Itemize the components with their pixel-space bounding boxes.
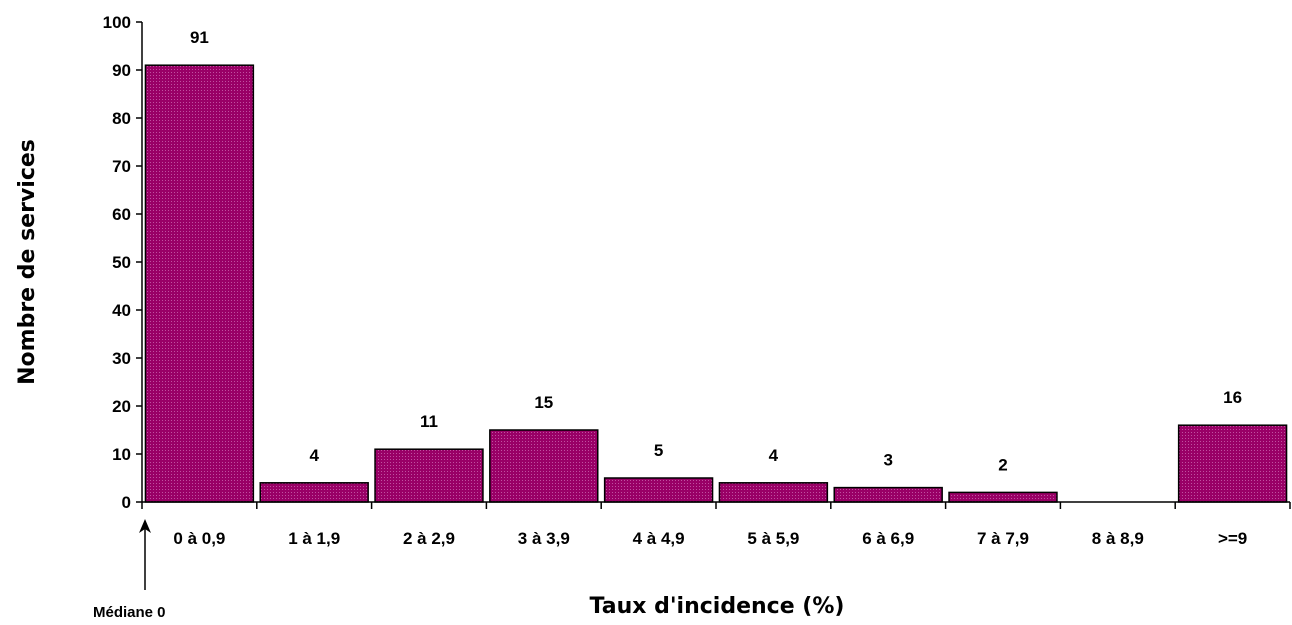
data-label: 5	[654, 441, 663, 460]
y-tick-label: 70	[112, 157, 131, 176]
x-tick-label: 6 à 6,9	[862, 529, 914, 548]
bar	[948, 491, 1058, 503]
data-label: 3	[883, 451, 892, 470]
bar	[1177, 424, 1288, 503]
x-tick-label: 3 à 3,9	[518, 529, 570, 548]
bar	[259, 482, 369, 503]
y-tick-label: 20	[112, 397, 131, 416]
x-tick-label: 2 à 2,9	[403, 529, 455, 548]
data-label: 11	[420, 412, 438, 431]
x-tick-label: 5 à 5,9	[747, 529, 799, 548]
bar	[603, 477, 714, 503]
y-tick-label: 40	[112, 301, 131, 320]
y-tick-label: 10	[112, 445, 131, 464]
median-annotation: Médiane 0	[93, 519, 166, 621]
x-axis-title: Taux d'incidence (%)	[590, 594, 845, 619]
x-tick-label: 1 à 1,9	[288, 529, 340, 548]
x-axis-ticks: 0 à 0,9 1 à 1,9 2 à 2,9 3 à 3,9 4 à 4,9 5 à 5…	[141, 502, 1291, 548]
bar	[144, 64, 255, 503]
median-label: Médiane 0	[93, 604, 166, 621]
x-tick-label: 8 à 8,9	[1092, 529, 1144, 548]
data-label: 15	[534, 393, 553, 412]
y-axis-ticks: 0 10 20 30 40 50 60 70 80 90 100	[103, 13, 142, 512]
bar	[833, 486, 943, 503]
y-axis-title: Nombre de services	[15, 139, 40, 385]
bar	[718, 482, 829, 503]
bar	[374, 448, 484, 503]
x-tick-label: >=9	[1218, 529, 1247, 548]
arrow-up-icon	[139, 519, 151, 533]
y-tick-label: 90	[112, 61, 131, 80]
x-tick-label: 7 à 7,9	[977, 529, 1029, 548]
data-label: 91	[190, 28, 209, 47]
data-label: 2	[998, 455, 1007, 474]
y-tick-label: 30	[112, 349, 131, 368]
bars	[144, 64, 1288, 503]
y-tick-label: 50	[112, 253, 131, 272]
data-label: 4	[309, 446, 319, 465]
data-labels: 91 4 11 15 5 4 3 2 16	[190, 28, 1242, 474]
y-tick-label: 80	[112, 109, 131, 128]
y-tick-label: 60	[112, 205, 131, 224]
data-label: 4	[769, 446, 779, 465]
x-tick-label: 4 à 4,9	[633, 529, 685, 548]
y-tick-label: 0	[122, 493, 131, 512]
data-label: 16	[1223, 388, 1242, 407]
y-tick-label: 100	[103, 13, 131, 32]
x-tick-label: 0 à 0,9	[173, 529, 225, 548]
bar	[489, 429, 599, 503]
